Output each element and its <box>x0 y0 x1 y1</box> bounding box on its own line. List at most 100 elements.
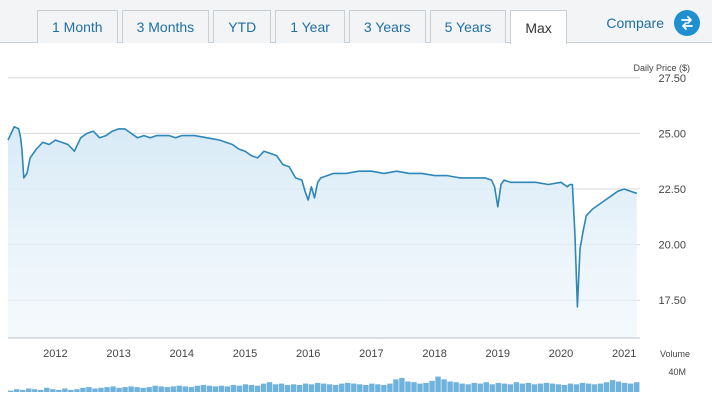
volume-bar <box>140 387 146 392</box>
volume-bar <box>429 380 435 392</box>
volume-bar <box>345 382 351 392</box>
volume-bar <box>543 382 550 392</box>
x-axis-labels: 2012 2013 2014 2015 2016 2017 2018 2019 2020 2021 <box>43 348 636 360</box>
volume-bar <box>417 383 423 392</box>
volume-bar <box>116 387 122 392</box>
volume-bar <box>453 382 459 392</box>
volume-bar <box>519 383 526 392</box>
x-tick-label: 2017 <box>359 348 383 360</box>
volume-bar <box>633 382 640 392</box>
volume-bar <box>549 383 556 392</box>
volume-bar <box>411 382 417 392</box>
volume-bar <box>501 383 507 392</box>
tab-ytd[interactable]: YTD <box>213 10 272 43</box>
volume-bar <box>212 386 219 392</box>
x-tick-label: 2012 <box>43 348 67 360</box>
volume-bar <box>585 383 592 392</box>
volume-bar <box>278 383 285 392</box>
volume-bar <box>158 386 164 392</box>
y-tick-label: 22.50 <box>658 184 686 196</box>
x-tick-label: 2014 <box>170 348 194 360</box>
price-area-fill <box>8 126 637 338</box>
volume-bar <box>375 384 381 392</box>
volume-bar <box>621 382 628 392</box>
volume-bar <box>242 384 249 392</box>
tab-1-year[interactable]: 1 Year <box>275 10 345 43</box>
volume-bar <box>176 385 182 392</box>
volume-bar <box>489 384 495 392</box>
volume-bar <box>128 386 134 392</box>
volume-bar <box>627 383 634 392</box>
tab-5-years[interactable]: 5 Years <box>429 10 507 43</box>
x-tick-label: 2020 <box>549 348 573 360</box>
volume-bars <box>8 376 640 392</box>
tab-3-years[interactable]: 3 Years <box>348 10 426 43</box>
volume-bar <box>62 388 68 392</box>
volume-bar <box>164 387 170 392</box>
tab-max[interactable]: Max <box>510 10 567 44</box>
timeframe-toolbar: 1 Month 3 Months YTD 1 Year 3 Years 5 Ye… <box>0 0 712 44</box>
volume-bar <box>188 387 194 392</box>
volume-bar <box>38 389 44 392</box>
volume-bar <box>218 385 225 392</box>
volume-bar <box>320 383 327 392</box>
volume-bar <box>110 386 116 392</box>
volume-bar <box>387 383 393 392</box>
volume-bar <box>182 386 188 392</box>
y-axis-labels: 27.50 25.00 22.50 20.00 17.50 <box>658 73 686 307</box>
x-tick-label: 2021 <box>612 348 636 360</box>
volume-bar <box>525 382 532 392</box>
volume-bar <box>74 389 80 392</box>
volume-bar <box>50 389 56 392</box>
volume-bar <box>152 385 158 392</box>
volume-bar <box>399 378 405 392</box>
volume-bar <box>56 389 62 392</box>
y-tick-label: 20.00 <box>658 240 686 252</box>
tab-3-months[interactable]: 3 Months <box>121 10 210 43</box>
volume-bar <box>86 387 92 392</box>
volume-bar <box>290 384 297 392</box>
y-tick-label: 27.50 <box>658 73 686 85</box>
volume-bar <box>236 385 243 392</box>
x-tick-label: 2018 <box>422 348 446 360</box>
volume-bar <box>80 387 86 392</box>
volume-bar <box>248 385 255 392</box>
volume-bar <box>393 379 399 392</box>
volume-bar <box>477 383 483 392</box>
volume-bar <box>122 387 128 392</box>
swap-arrows-icon[interactable] <box>674 10 700 36</box>
volume-bar <box>405 381 411 392</box>
volume-bar <box>296 385 303 392</box>
volume-bar <box>603 382 610 392</box>
volume-bar <box>224 386 231 392</box>
volume-bar <box>134 387 140 392</box>
price-series-line <box>7 125 638 308</box>
volume-bar <box>561 385 568 392</box>
x-tick-label: 2013 <box>106 348 130 360</box>
volume-bar <box>483 382 489 392</box>
volume-bar <box>20 389 26 392</box>
volume-bar <box>495 382 501 392</box>
volume-bar <box>507 384 513 392</box>
volume-bar <box>573 384 580 392</box>
volume-bar <box>357 384 363 392</box>
x-tick-label: 2015 <box>233 348 257 360</box>
volume-bar <box>465 384 471 392</box>
volume-bar <box>513 382 520 392</box>
volume-bar <box>68 389 74 392</box>
volume-bar <box>206 385 213 392</box>
volume-bar <box>327 384 333 392</box>
volume-bar <box>200 385 207 392</box>
volume-bar <box>435 376 441 392</box>
volume-bar <box>369 383 375 392</box>
volume-bar <box>26 388 32 392</box>
compare-button[interactable]: Compare <box>606 10 700 36</box>
volume-bar <box>272 384 279 392</box>
tab-1-month[interactable]: 1 Month <box>37 10 118 43</box>
x-tick-label: 2016 <box>296 348 320 360</box>
volume-bar <box>459 383 465 392</box>
volume-bar <box>170 386 176 392</box>
volume-bar <box>381 385 387 392</box>
volume-bar <box>423 382 429 392</box>
